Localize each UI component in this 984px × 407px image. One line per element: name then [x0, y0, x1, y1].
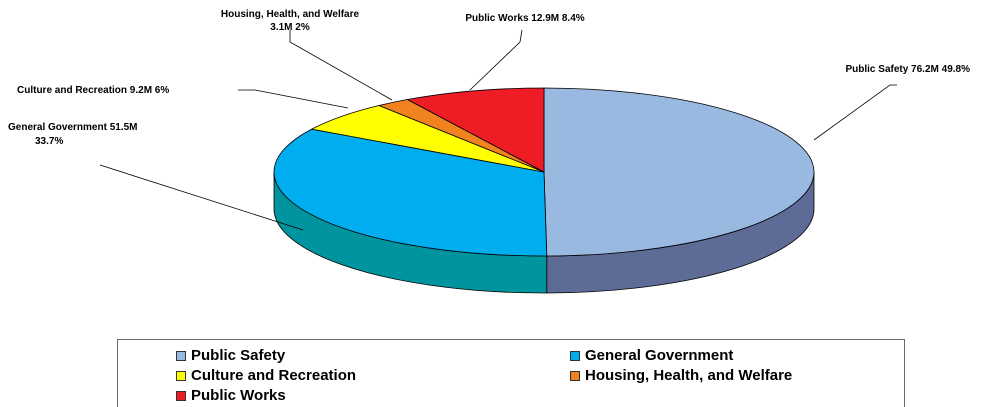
- legend-swatch-public-works: [176, 390, 186, 401]
- label-culture-recreation: Culture and Recreation 9.2M 6%: [17, 85, 169, 96]
- pie-tops: [273, 87, 815, 257]
- pie-slice-public-safety: [543, 87, 815, 257]
- leader-culture-recreation: [238, 89, 349, 109]
- legend-item-public-safety: Public Safety: [176, 347, 285, 364]
- label-public-works: Public Works 12.9M 8.4%: [465, 13, 584, 24]
- legend-item-culture-recreation: Culture and Recreation: [176, 367, 356, 384]
- leader-public-works: [469, 29, 523, 91]
- leader-public-safety: [813, 84, 897, 141]
- pie-chart: Public Safety 76.2M 49.8% General Govern…: [8, 9, 970, 294]
- data-labels: Public Safety 76.2M 49.8% General Govern…: [8, 9, 970, 147]
- label-general-government-line2: 33.7%: [35, 136, 63, 147]
- leader-housing-health: [289, 30, 393, 101]
- pie-slice-public-works: [406, 87, 545, 173]
- legend-item-general-government: General Government: [570, 347, 733, 364]
- legend-swatch-culture-recreation: [176, 370, 186, 381]
- label-housing-health-line2: 3.1M 2%: [270, 22, 310, 33]
- legend-label-public-works: Public Works: [191, 387, 286, 404]
- legend-label-culture-recreation: Culture and Recreation: [191, 367, 357, 384]
- pie-slice-general-government: [273, 128, 548, 257]
- label-general-government-line1: General Government 51.5M: [8, 122, 138, 133]
- chart-legend: Public Safety General Government Culture…: [117, 339, 905, 407]
- legend-swatch-housing-health: [570, 370, 580, 381]
- legend-label-general-government: General Government: [585, 347, 734, 364]
- legend-label-housing-health: Housing, Health, and Welfare: [585, 367, 793, 384]
- legend-item-housing-health: Housing, Health, and Welfare: [570, 367, 792, 384]
- legend-swatch-public-safety: [176, 350, 186, 361]
- legend-item-public-works: Public Works: [176, 387, 286, 404]
- legend-swatch-general-government: [570, 350, 580, 361]
- label-leaders: [99, 29, 897, 231]
- legend-label-public-safety: Public Safety: [191, 347, 286, 364]
- label-public-safety: Public Safety 76.2M 49.8%: [845, 64, 970, 75]
- leader-general-government: [99, 164, 304, 231]
- label-housing-health-line1: Housing, Health, and Welfare: [221, 9, 360, 20]
